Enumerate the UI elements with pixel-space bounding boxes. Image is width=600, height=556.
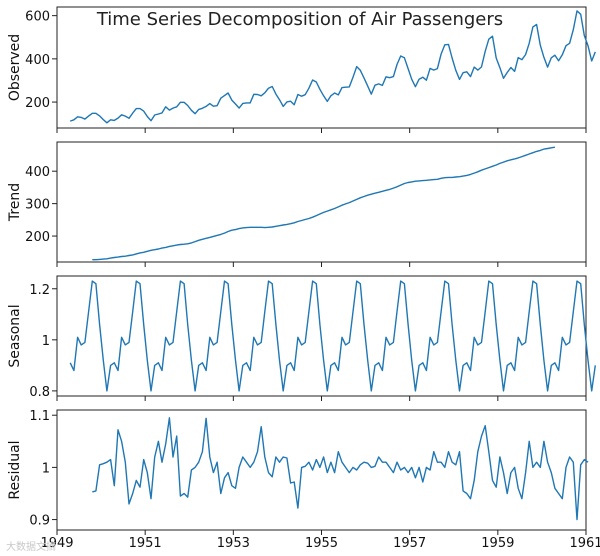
y-tick-label: 1.1 <box>29 409 50 424</box>
watermark-text: 大数据文摘 <box>6 540 56 553</box>
panels-group: 200400600Observed200300400Trend0.811.2Se… <box>7 6 600 551</box>
y-tick-label: 0.8 <box>29 385 50 400</box>
y-tick-label: 400 <box>25 53 50 68</box>
y-tick-label: 400 <box>25 165 50 180</box>
y-tick-label: 200 <box>25 230 50 245</box>
y-axis-label: Seasonal <box>7 304 23 367</box>
y-tick-label: 0.9 <box>29 514 50 529</box>
x-tick-label: 1957 <box>393 536 426 551</box>
panel-frame <box>56 141 587 263</box>
panel-residual: 0.9 1 1.1 Residual <box>7 409 589 535</box>
chart-title: Time Series Decomposition of Air Passeng… <box>96 9 503 30</box>
x-tick-label: 1951 <box>129 536 162 551</box>
seasonal-series-line <box>69 280 596 392</box>
y-axis-label: Observed <box>7 34 23 101</box>
x-tick-label: 1949 <box>40 536 73 551</box>
y-axis-label: Residual <box>7 440 23 499</box>
x-tick-label: 1955 <box>305 536 338 551</box>
y-tick-label: 1 <box>42 461 50 476</box>
panel-frame <box>56 409 587 531</box>
residual-series-line <box>92 417 589 521</box>
x-tick-label: 1953 <box>217 536 250 551</box>
y-tick-label: 200 <box>25 96 50 111</box>
y-tick-label: 1.2 <box>29 283 50 298</box>
y-tick-label: 1 <box>42 334 50 349</box>
x-tick-label: 1961 <box>569 536 600 551</box>
y-tick-label: 600 <box>25 10 50 25</box>
observed-series-line <box>69 10 596 124</box>
y-tick-label: 300 <box>25 198 50 213</box>
trend-series-line <box>92 146 556 261</box>
x-tick-label: 1959 <box>481 536 514 551</box>
y-axis-label: Trend <box>7 183 23 222</box>
panel-seasonal: 0.8 1 1.2 Seasonal <box>7 275 596 401</box>
